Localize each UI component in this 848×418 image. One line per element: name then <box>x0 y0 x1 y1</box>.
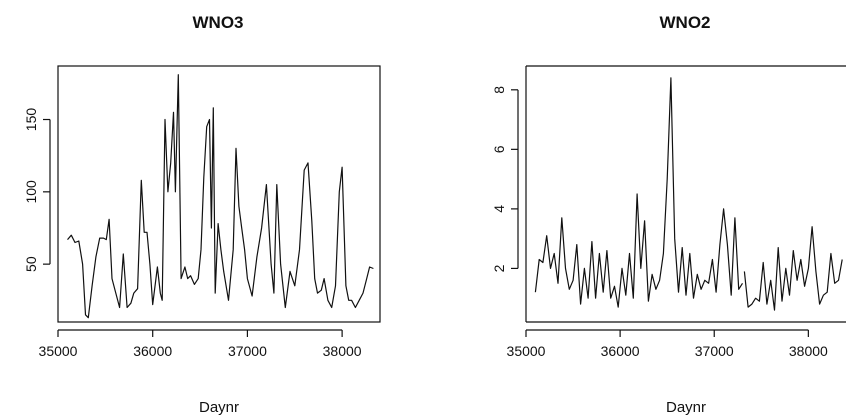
y-tick-label: 4 <box>491 205 507 213</box>
y-tick-label: 2 <box>491 264 507 272</box>
x-tick-label: 36000 <box>133 343 172 359</box>
x-axis-label: Daynr <box>666 399 706 416</box>
x-tick-label: 37000 <box>228 343 267 359</box>
x-tick-label: 37000 <box>695 343 734 359</box>
y-tick-label: 100 <box>23 180 39 204</box>
series-line-segment-1 <box>534 77 744 308</box>
x-tick-label: 36000 <box>601 343 640 359</box>
series-line-segment-1 <box>67 74 374 319</box>
y-tick-label: 50 <box>23 256 39 272</box>
plot-frame <box>57 65 381 323</box>
series-line-segment-2 <box>743 226 843 311</box>
y-tick-label: 6 <box>491 145 507 153</box>
x-tick-label: 35000 <box>39 343 78 359</box>
y-tick-label: 150 <box>23 108 39 132</box>
x-tick-label: 35000 <box>507 343 546 359</box>
y-tick-label: 8 <box>491 86 507 94</box>
chart-panel-wno2: WNO2 35000 36000 37000 38000 Daynr 2 4 6 8 <box>491 13 846 416</box>
x-tick-label: 38000 <box>323 343 362 359</box>
chart-panel-wno3: WNO3 35000 36000 37000 38000 Daynr 50 100 150 <box>23 13 381 416</box>
x-axis-label: Daynr <box>199 399 239 416</box>
chart-title: WNO3 <box>193 13 244 32</box>
chart-title: WNO2 <box>660 13 711 32</box>
x-tick-label: 38000 <box>789 343 828 359</box>
